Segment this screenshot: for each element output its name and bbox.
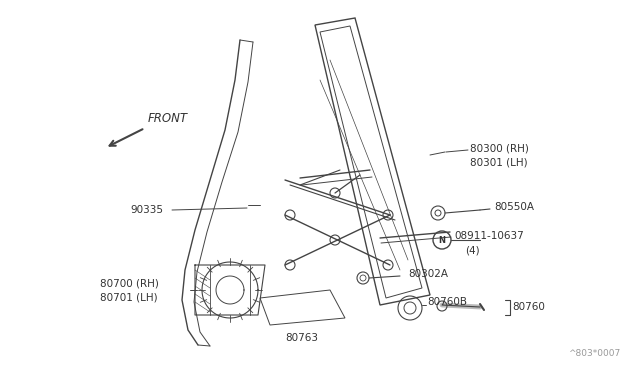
Text: FRONT: FRONT [148, 112, 188, 125]
Text: (4): (4) [465, 245, 479, 255]
Text: 80760B: 80760B [427, 297, 467, 307]
Text: 08911-10637: 08911-10637 [454, 231, 524, 241]
Text: 90335: 90335 [130, 205, 163, 215]
Text: 80302A: 80302A [408, 269, 448, 279]
Text: 80760: 80760 [512, 302, 545, 312]
Text: ^803*0007: ^803*0007 [568, 349, 620, 358]
Text: 80301 (LH): 80301 (LH) [470, 157, 527, 167]
Text: 80300 (RH): 80300 (RH) [470, 143, 529, 153]
Text: 80550A: 80550A [494, 202, 534, 212]
Text: 80700 (RH): 80700 (RH) [100, 279, 159, 289]
Text: 80763: 80763 [285, 333, 318, 343]
Text: N: N [438, 235, 445, 244]
Text: 80701 (LH): 80701 (LH) [100, 292, 157, 302]
